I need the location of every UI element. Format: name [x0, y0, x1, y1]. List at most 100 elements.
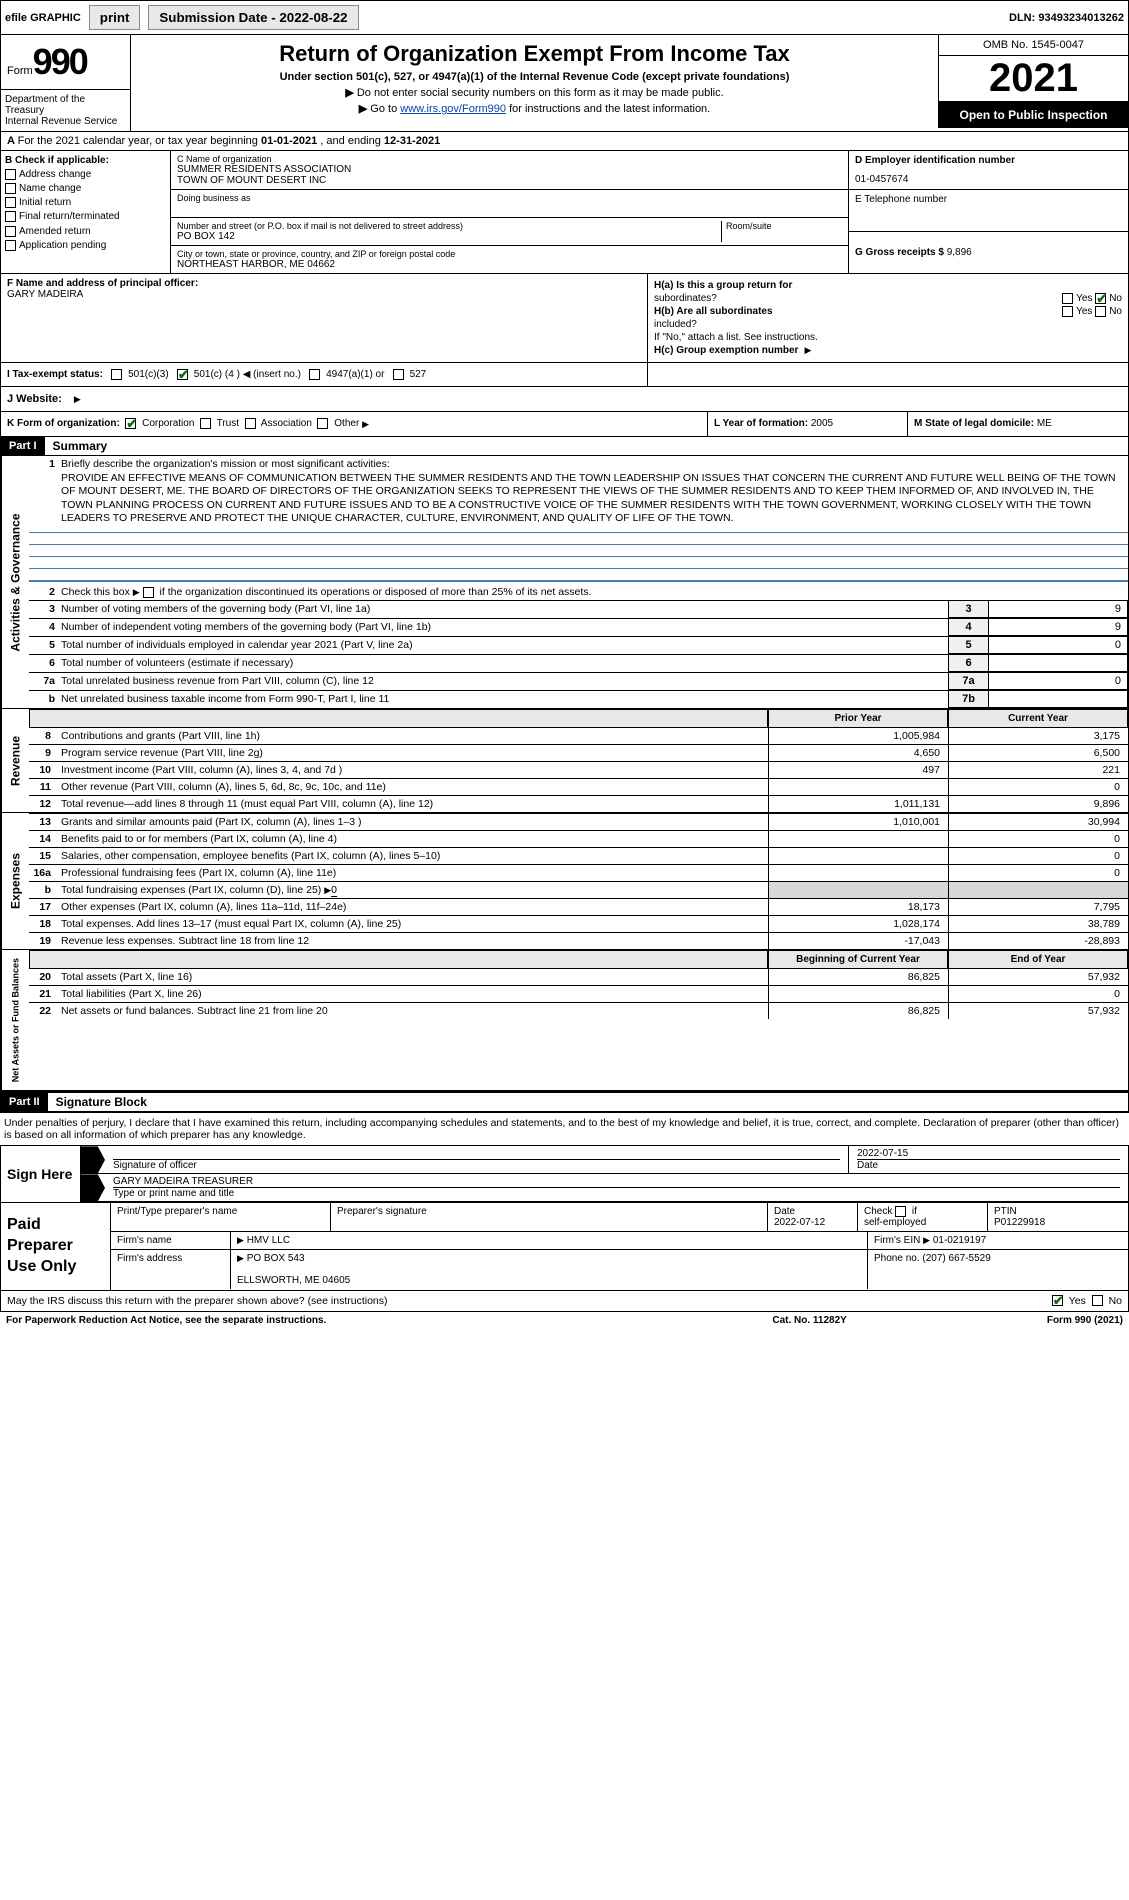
part-1-header: Part I Summary: [0, 437, 1129, 456]
form-number: 990: [33, 41, 87, 82]
fin-header-row-2: Beginning of Current YearEnd of Year: [29, 950, 1128, 968]
cb-amended-return[interactable]: Amended return: [5, 226, 166, 237]
hc-continued: [648, 363, 1128, 386]
val-15c: 0: [948, 847, 1128, 864]
preparer-row-3: Firm's address PO BOX 543ELLSWORTH, ME 0…: [111, 1250, 1128, 1289]
section-b: B Check if applicable: Address change Na…: [1, 151, 171, 273]
klm-row: K Form of organization: Corporation Trus…: [0, 412, 1129, 436]
ptin-value: P01229918: [994, 1217, 1045, 1228]
section-c: C Name of organization SUMMER RESIDENTS …: [171, 151, 848, 273]
val-4: 9: [988, 618, 1128, 636]
val-9p: 4,650: [768, 744, 948, 761]
omb-column: OMB No. 1545-0047 2021 Open to Public In…: [938, 35, 1128, 131]
preparer-label: Paid Preparer Use Only: [1, 1203, 111, 1289]
cb-501c3[interactable]: [111, 369, 122, 380]
ha-no[interactable]: [1095, 293, 1106, 304]
cb-527[interactable]: [393, 369, 404, 380]
hb-yes[interactable]: [1062, 306, 1073, 317]
val-22c: 57,932: [948, 1002, 1128, 1019]
fin-header-row: Prior YearCurrent Year: [29, 709, 1128, 727]
arrow-icon: [74, 393, 81, 405]
arrow-icon: [923, 1235, 930, 1246]
ha-yes[interactable]: [1062, 293, 1073, 304]
cb-trust[interactable]: [200, 418, 211, 429]
cb-address-change[interactable]: Address change: [5, 169, 166, 180]
val-3: 9: [988, 600, 1128, 618]
governance-num-table: 3Number of voting members of the governi…: [29, 600, 1128, 708]
val-14c: 0: [948, 830, 1128, 847]
gross-receipts-value: 9,896: [947, 247, 972, 258]
net-assets-section: Net Assets or Fund Balances Beginning of…: [0, 950, 1129, 1091]
part-2-title: Signature Block: [48, 1095, 147, 1109]
val-21p: [768, 985, 948, 1002]
val-15p: [768, 847, 948, 864]
form-word: Form: [7, 65, 33, 77]
signature-arrow-icon: [81, 1174, 105, 1201]
cb-name-change[interactable]: Name change: [5, 183, 166, 194]
signature-block: Sign Here Signature of officer 2022-07-1…: [0, 1145, 1129, 1203]
arrow-icon: [804, 345, 811, 356]
signature-field[interactable]: Signature of officer: [105, 1146, 848, 1173]
b-header: B Check if applicable:: [5, 155, 166, 166]
signature-arrow-icon: [81, 1146, 105, 1173]
section-l: L Year of formation: 2005: [708, 412, 908, 435]
cb-self-employed[interactable]: [895, 1206, 906, 1217]
efile-label: efile GRAPHIC: [5, 12, 81, 24]
cat-number: Cat. No. 11282Y: [772, 1315, 846, 1326]
val-11p: [768, 778, 948, 795]
val-20c: 57,932: [948, 968, 1128, 985]
val-17p: 18,173: [768, 898, 948, 915]
city-state-zip: NORTHEAST HARBOR, ME 04662: [177, 259, 842, 270]
ein-value: 01-0457674: [855, 174, 1122, 185]
cb-501c[interactable]: [177, 369, 188, 380]
mission-text: PROVIDE AN EFFECTIVE MEANS OF COMMUNICAT…: [29, 472, 1128, 531]
discuss-no[interactable]: [1092, 1295, 1103, 1306]
irs-link[interactable]: www.irs.gov/Form990: [400, 103, 506, 115]
street-address: PO BOX 142: [177, 231, 717, 242]
ein-cell: D Employer identification number 01-0457…: [848, 151, 1128, 190]
cb-corporation[interactable]: [125, 418, 136, 429]
expenses-section: Expenses 13Grants and similar amounts pa…: [0, 813, 1129, 950]
hb-no[interactable]: [1095, 306, 1106, 317]
name-title-field: GARY MADEIRA TREASURERType or print name…: [105, 1174, 1128, 1201]
cb-other[interactable]: [317, 418, 328, 429]
arrow-icon: [133, 586, 140, 598]
discuss-yes[interactable]: [1052, 1295, 1063, 1306]
firm-ein: 01-0219197: [933, 1235, 986, 1246]
cb-initial-return[interactable]: Initial return: [5, 197, 166, 208]
vtab-expenses: Expenses: [1, 813, 29, 949]
note-goto: ▶ Go to www.irs.gov/Form990 for instruct…: [137, 102, 932, 115]
val-13p: 1,010,001: [768, 813, 948, 830]
val-6: [988, 654, 1128, 672]
irs-discuss-row: May the IRS discuss this return with the…: [0, 1291, 1129, 1312]
title-block: Return of Organization Exempt From Incom…: [131, 35, 938, 131]
val-8c: 3,175: [948, 727, 1128, 744]
cb-4947a1[interactable]: [309, 369, 320, 380]
arrow-icon: [237, 1235, 244, 1246]
signature-date: 2022-07-15Date: [848, 1146, 1128, 1173]
print-button[interactable]: print: [89, 5, 141, 30]
vtab-revenue: Revenue: [1, 709, 29, 812]
state-domicile: ME: [1037, 418, 1052, 429]
section-m: M State of legal domicile: ME: [908, 412, 1128, 435]
cb-association[interactable]: [245, 418, 256, 429]
val-7a: 0: [988, 672, 1128, 690]
val-12p: 1,011,131: [768, 795, 948, 812]
section-k: K Form of organization: Corporation Trus…: [1, 412, 708, 435]
sign-here-label: Sign Here: [1, 1146, 81, 1202]
cb-final-return[interactable]: Final return/terminated: [5, 211, 166, 222]
val-21c: 0: [948, 985, 1128, 1002]
val-12c: 9,896: [948, 795, 1128, 812]
part-2-header: Part II Signature Block: [0, 1091, 1129, 1112]
cb-discontinued[interactable]: [143, 587, 154, 598]
gross-receipts-cell: G Gross receipts $ 9,896: [848, 232, 1128, 273]
tax-exempt-row: I Tax-exempt status: 501(c)(3) 501(c) (4…: [0, 363, 1129, 387]
vtab-net-assets: Net Assets or Fund Balances: [1, 950, 29, 1090]
org-name-cell: C Name of organization SUMMER RESIDENTS …: [171, 151, 848, 190]
org-info-grid: B Check if applicable: Address change Na…: [0, 151, 1129, 274]
cb-application-pending[interactable]: Application pending: [5, 240, 166, 251]
topbar: efile GRAPHIC print Submission Date - 20…: [0, 0, 1129, 35]
prep-date: 2022-07-12: [774, 1217, 825, 1228]
pra-notice: For Paperwork Reduction Act Notice, see …: [6, 1315, 326, 1326]
submission-date-button[interactable]: Submission Date - 2022-08-22: [148, 5, 358, 30]
